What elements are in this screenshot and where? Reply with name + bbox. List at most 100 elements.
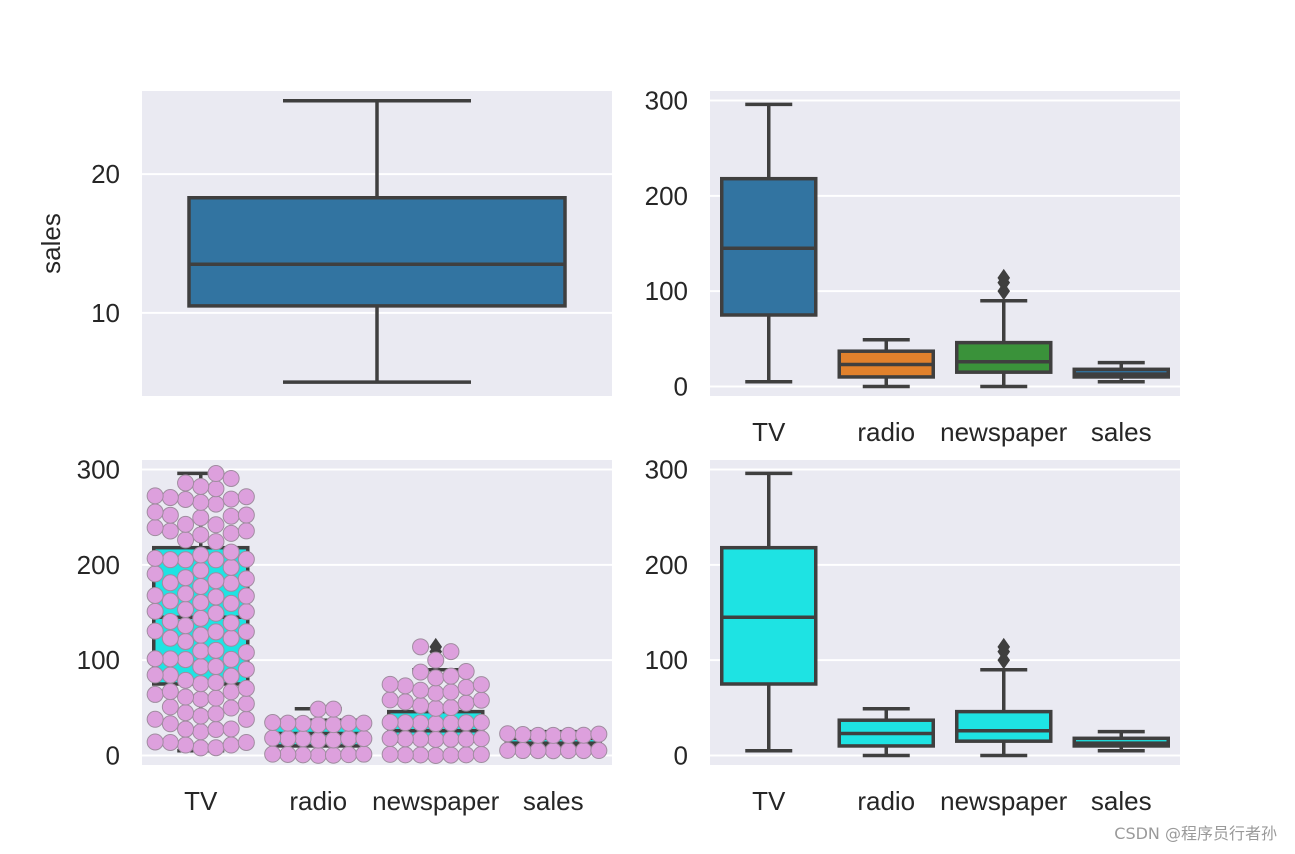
swarm-point [340,746,358,764]
swarm-point [294,714,312,732]
swarm-point [279,714,297,732]
swarm-point [309,746,327,764]
swarm-point [161,733,179,751]
box-rect [187,196,567,308]
swarm-point [177,633,195,651]
swarm-point [192,593,210,611]
swarm-point [457,662,475,680]
y-tick-label: 100 [645,276,688,306]
swarm-point [207,739,225,757]
swarm-point [499,741,517,759]
swarm-point [442,699,460,717]
swarm-point [207,516,225,534]
box-newspaper [955,637,1053,758]
swarm-point [177,491,195,509]
swarm-point [207,604,225,622]
swarm-point [146,710,164,728]
swarm-point [192,609,210,627]
y-tick-label: 300 [77,455,120,485]
x-tick-label: TV [184,786,218,816]
swarm-point [264,729,282,747]
swarm-point [161,522,179,540]
swarm-point [192,690,210,708]
swarm-point [207,465,225,483]
swarm-point [575,726,593,744]
y-tick-label: 300 [645,455,688,485]
swarm-point [264,745,282,763]
swarm-point [396,693,414,711]
y-tick-label: 300 [645,86,688,116]
swarm-point [427,699,445,717]
swarm-point [237,643,255,661]
y-tick-label: 0 [674,740,688,770]
box-sales [499,725,608,760]
y-tick-label: 0 [106,740,120,770]
swarm-point [192,561,210,579]
swarm-point [222,524,240,542]
x-tick-label: newspaper [372,786,500,816]
y-tick-label: 10 [91,298,120,328]
swarm-point [237,660,255,678]
swarm-point [396,746,414,764]
swarm-point [427,730,445,748]
box-sales [187,98,567,384]
swarm-point [207,689,225,707]
swarm-point [192,493,210,511]
swarm-point [237,506,255,524]
swarm-point [355,714,373,732]
swarm-point [279,745,297,763]
swarm-point [146,650,164,668]
swarm-point [222,490,240,508]
outlier-point [429,637,443,656]
swarm-point [279,730,297,748]
swarm-point [161,683,179,701]
swarm-point [237,710,255,728]
panel-top-right: 0 100 200 300 TV radio newspaper sales [645,86,1180,447]
swarm-point [590,725,608,743]
swarm-point [324,700,342,718]
swarm-point [237,587,255,605]
swarm-point [355,745,373,763]
y-tick-label: 200 [77,550,120,580]
swarm-point [161,666,179,684]
x-tick-label: sales [523,786,584,816]
swarm-point [575,742,593,760]
swarm-point [412,746,430,764]
swarm-point [192,509,210,527]
swarm-point [559,726,577,744]
swarm-point [207,673,225,691]
swarm-point [264,713,282,731]
swarm-point [237,488,255,506]
swarm-point [192,707,210,725]
swarm-point [177,617,195,635]
swarm-point [559,742,577,760]
swarm-point [472,713,490,731]
swarm-point [177,585,195,603]
swarm-point [222,469,240,487]
swarm-point [146,503,164,521]
swarm-point [161,612,179,630]
swarm-point [222,574,240,592]
swarm-point [381,745,399,763]
swarm-point [207,658,225,676]
swarm-point [207,551,225,569]
swarm-point [177,515,195,533]
swarm-point [457,694,475,712]
swarm-point [237,550,255,568]
swarm-point [146,685,164,703]
y-axis-label: sales [36,213,66,274]
swarm-point [294,746,312,764]
swarm-point [222,507,240,525]
swarm-point [427,651,445,669]
swarm-point [427,715,445,733]
swarm-point [146,622,164,640]
swarm-point [442,667,460,685]
swarm-point [237,522,255,540]
swarm-point [177,671,195,689]
box-TV [720,102,818,384]
swarm-point [177,569,195,587]
swarm-point [222,629,240,647]
swarm-point [192,739,210,757]
box-radio [837,338,935,389]
swarm-point [207,480,225,498]
